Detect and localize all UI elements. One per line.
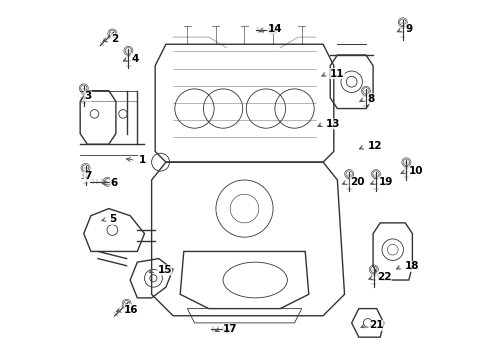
Text: 3: 3 xyxy=(84,91,91,101)
Text: 22: 22 xyxy=(376,272,390,282)
Text: 6: 6 xyxy=(110,177,117,188)
Text: 18: 18 xyxy=(404,261,418,271)
Text: 9: 9 xyxy=(405,24,411,34)
Text: 17: 17 xyxy=(223,324,237,334)
Text: 8: 8 xyxy=(367,94,374,104)
Text: 1: 1 xyxy=(138,156,145,165)
Text: 19: 19 xyxy=(378,177,392,187)
Text: 5: 5 xyxy=(109,214,117,224)
Text: 16: 16 xyxy=(124,305,138,315)
Text: 11: 11 xyxy=(329,68,344,78)
Text: 14: 14 xyxy=(267,24,282,34)
Text: 4: 4 xyxy=(131,54,139,64)
Text: 12: 12 xyxy=(366,141,381,152)
Text: 10: 10 xyxy=(408,166,423,176)
Text: 20: 20 xyxy=(349,177,364,187)
Text: 2: 2 xyxy=(111,34,118,44)
Text: 21: 21 xyxy=(368,320,383,330)
Text: 15: 15 xyxy=(157,265,171,275)
Text: 7: 7 xyxy=(84,171,91,181)
Text: 13: 13 xyxy=(325,119,340,129)
